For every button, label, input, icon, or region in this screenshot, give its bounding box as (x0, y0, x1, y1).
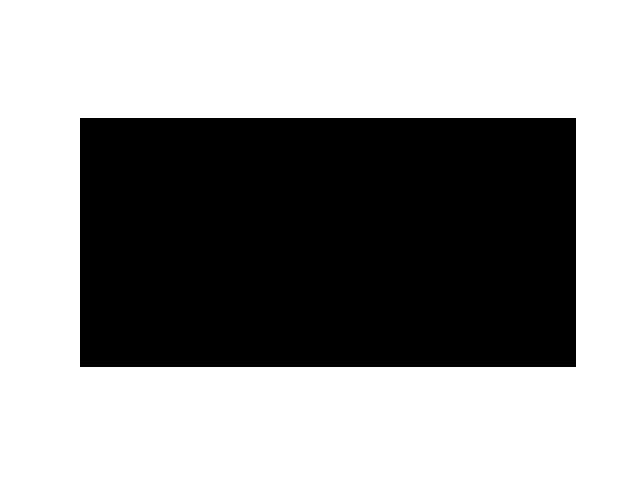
word-cloud-canvas (80, 118, 576, 367)
word-cloud (80, 118, 576, 367)
